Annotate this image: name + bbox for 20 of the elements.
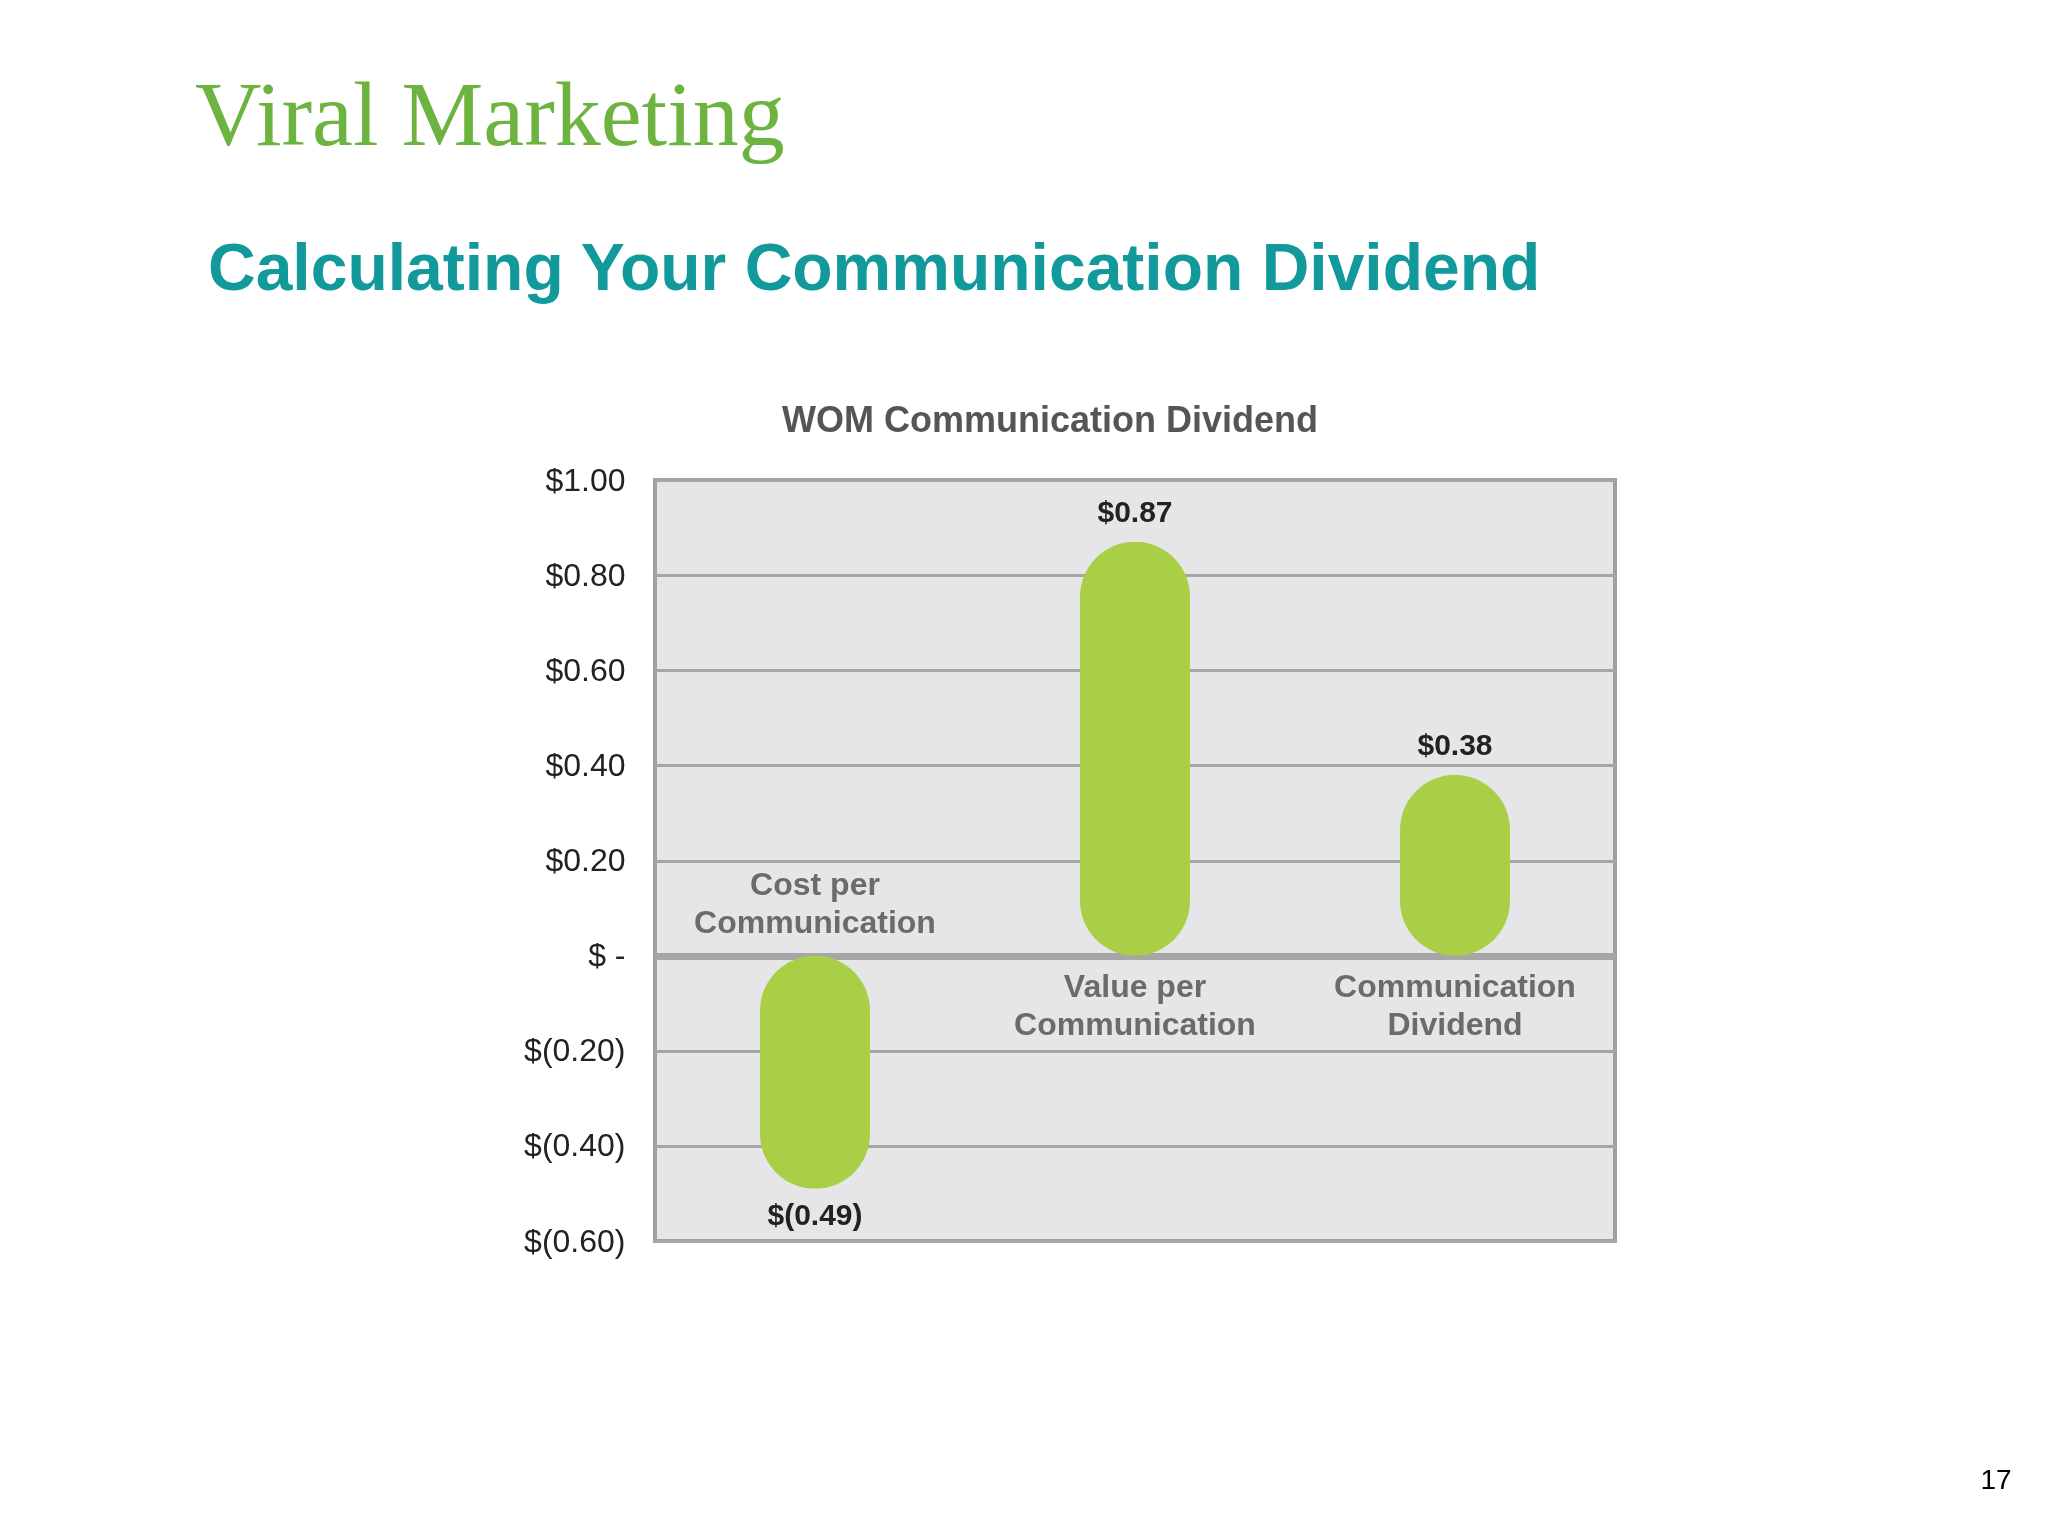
y-tick-label: $0.60 <box>545 651 626 688</box>
x-tick-label: Cost per Communication <box>694 865 936 940</box>
y-tick-label: $(0.40) <box>524 1127 626 1164</box>
text: WOM Communication Dividend <box>782 399 1318 440</box>
y-tick-label: $(0.20) <box>524 1032 626 1069</box>
y-tick-label: $1.00 <box>545 461 626 498</box>
data-label: $(0.49) <box>767 1197 863 1231</box>
chart-subtitle: Calculating Your Communication Dividend <box>208 230 1541 304</box>
text: 17 <box>1980 1464 2012 1495</box>
y-tick-label: $0.80 <box>545 556 626 593</box>
x-tick-label: Value per Communication <box>1014 967 1256 1042</box>
bar <box>1080 541 1190 956</box>
data-label: $0.87 <box>1097 494 1173 528</box>
y-tick-label: $(0.60) <box>524 1222 626 1259</box>
y-tick-label: $ - <box>588 937 626 974</box>
data-label: $0.38 <box>1417 727 1493 761</box>
y-tick-label: $0.40 <box>545 746 626 783</box>
chart-title: Viral Marketing <box>195 63 785 165</box>
x-tick-label: Communication Dividend <box>1334 967 1576 1042</box>
y-tick-label: $0.20 <box>545 842 626 878</box>
